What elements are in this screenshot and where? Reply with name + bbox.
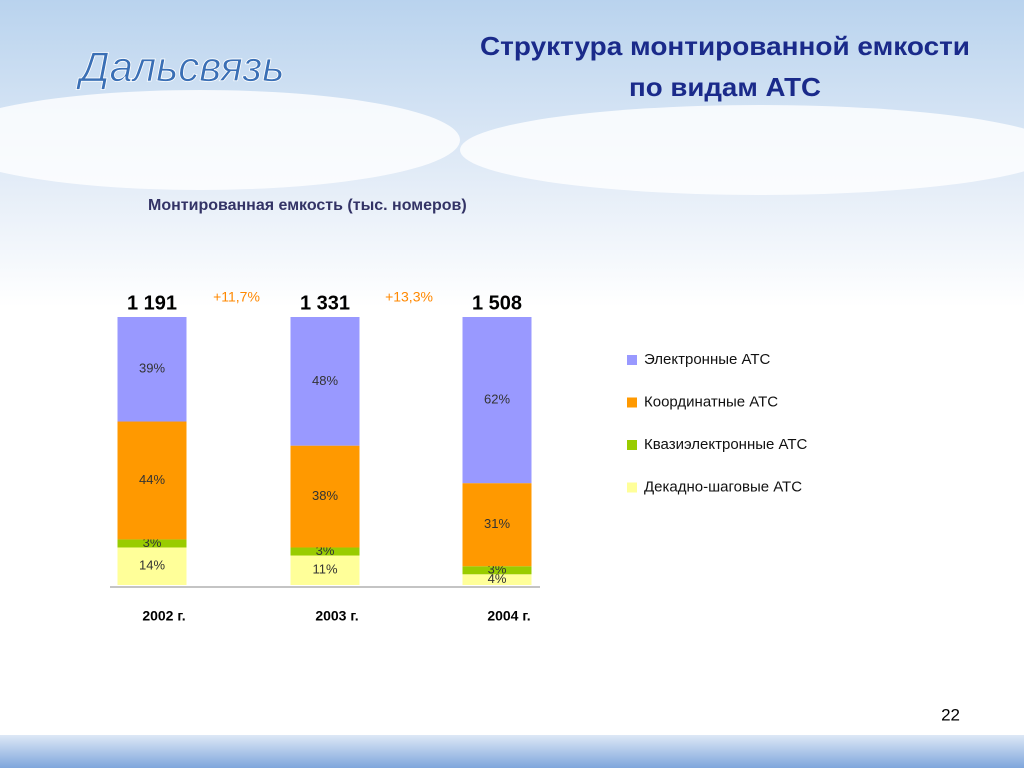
total-label: 1 191: [127, 292, 177, 314]
total-label: 1 508: [472, 292, 522, 314]
bar-segment: [117, 421, 187, 540]
data-label: 4%: [488, 571, 507, 586]
legend-swatch: [627, 482, 637, 493]
page-number: 22: [941, 705, 960, 724]
legend-label: Квазиэлектронные АТС: [644, 436, 808, 453]
legend-swatch: [627, 397, 637, 408]
data-label: 38%: [312, 488, 338, 503]
cloud: [460, 105, 1024, 195]
data-label: 39%: [139, 361, 165, 376]
chart-title: Монтированная емкость (тыс. номеров): [148, 197, 467, 214]
x-tick-label: 2004 г.: [487, 608, 530, 624]
legend-swatch: [627, 355, 637, 365]
bar-segment: [290, 317, 360, 446]
bar-segment: [290, 547, 360, 556]
legend-label: Декадно-шаговые АТС: [644, 478, 802, 495]
x-tick-label: 2002 г.: [142, 608, 185, 624]
footer-band: [0, 735, 1024, 768]
bar-segment: [462, 566, 532, 575]
data-label: 44%: [139, 472, 165, 487]
data-label: 14%: [139, 558, 165, 573]
data-label: 31%: [484, 516, 510, 531]
bar-segment: [462, 483, 532, 567]
bar-segment: [117, 547, 187, 585]
bar-segment: [290, 555, 360, 585]
total-label: 1 331: [300, 292, 350, 314]
cloud: [0, 90, 460, 190]
bar-segment: [462, 574, 532, 585]
logo: Дальсвязь: [76, 43, 284, 90]
legend-swatch: [627, 440, 637, 450]
data-label: 48%: [312, 373, 338, 388]
legend-label: Электронные АТС: [644, 351, 771, 368]
bar-segment: [462, 317, 532, 484]
legend-label: Координатные АТС: [644, 393, 778, 410]
bar-segment: [290, 445, 360, 548]
slide-title: по видам АТС: [629, 72, 821, 102]
growth-annotation: +13,3%: [385, 289, 433, 305]
data-label: 11%: [312, 562, 337, 577]
x-tick-label: 2003 г.: [315, 608, 358, 624]
slide-title: Структура монтированной емкости: [480, 31, 970, 61]
growth-annotation: +11,7%: [213, 289, 260, 305]
bar-segment: [117, 317, 187, 422]
data-label: 62%: [484, 392, 510, 407]
bar-segment: [117, 539, 187, 548]
